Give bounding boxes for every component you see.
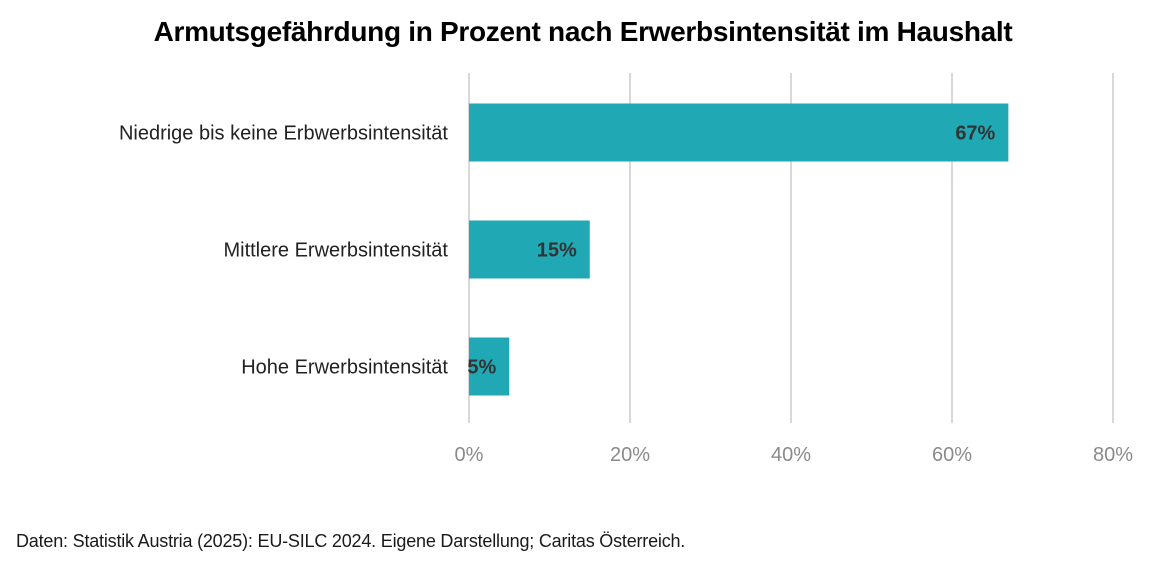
bar-2: [469, 220, 590, 279]
bar-1: [469, 103, 1009, 162]
category-label: Niedrige bis keine Erbwerbsintensität: [119, 123, 448, 145]
category-label: Hohe Erwerbsintensität: [241, 357, 448, 379]
x-tick-label: 0%: [455, 444, 484, 466]
data-label: 15%: [537, 240, 577, 262]
data-label: 5%: [467, 357, 496, 379]
x-tick-label: 80%: [1093, 444, 1133, 466]
chart-title: Armutsgefährdung in Prozent nach Erwerbs…: [153, 16, 1013, 47]
x-tick-label: 40%: [771, 444, 811, 466]
data-label: 67%: [955, 123, 995, 145]
x-tick-label: 20%: [610, 444, 650, 466]
category-label: Mittlere Erwerbsintensität: [223, 240, 448, 262]
x-tick-label: 60%: [932, 444, 972, 466]
source-note: Daten: Statistik Austria (2025): EU-SILC…: [16, 531, 686, 551]
bar-3: [469, 337, 510, 396]
